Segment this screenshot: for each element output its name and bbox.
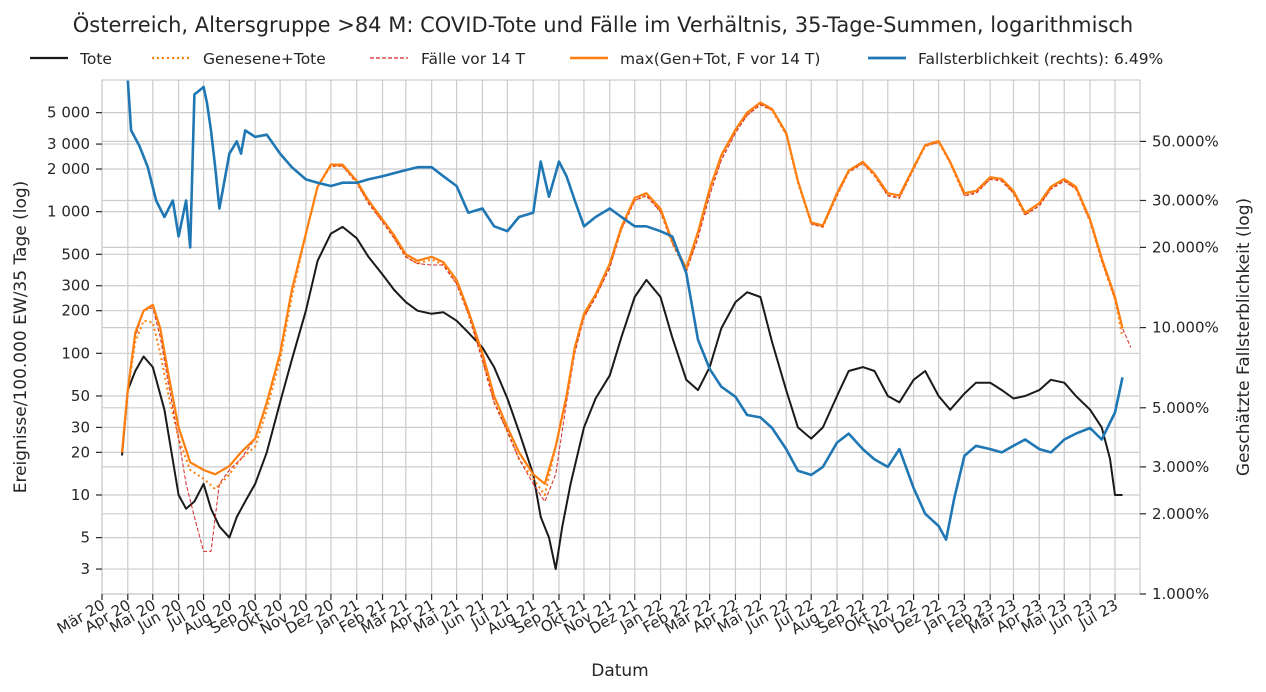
y-tick-label-left: 100 <box>61 344 90 362</box>
legend-item-max: max(Gen+Tot, F vor 14 T) <box>570 50 820 68</box>
y-tick-label-left: 200 <box>61 302 90 320</box>
legend: Tote Genesene+Tote Fälle vor 14 T max(Ge… <box>30 50 1163 68</box>
y-tick-label-left: 500 <box>61 245 90 263</box>
legend-item-fallsterblichkeit: Fallsterblichkeit (rechts): 6.49% <box>868 50 1163 68</box>
y-tick-label-right: 1.000% <box>1152 585 1209 603</box>
y-tick-label-left: 20 <box>71 443 90 461</box>
y-tick-label-left: 50 <box>71 387 90 405</box>
series-max <box>120 101 1124 485</box>
legend-label-faelle-vor-14: Fälle vor 14 T <box>421 50 526 68</box>
y-tick-label-left: 3 <box>80 560 90 578</box>
x-axis-label: Datum <box>591 661 649 681</box>
y-tick-label-left: 5 <box>80 529 90 547</box>
y-tick-label-right: 10.000% <box>1152 319 1219 337</box>
legend-item-genesene-tote: Genesene+Tote <box>152 50 326 68</box>
series-genesene-tote <box>121 103 1124 496</box>
y-tick-label-left: 1 000 <box>47 203 90 221</box>
y-tick-label-left: 3 000 <box>47 135 90 153</box>
legend-item-faelle-vor-14: Fälle vor 14 T <box>370 50 526 68</box>
y-axis-label-left: Ereignisse/100.000 EW/35 Tage (log) <box>11 181 31 494</box>
y-tick-label-left: 300 <box>61 277 90 295</box>
y-axis-left: 3 5 10 20 30 50 100 200 300 500 1 000 2 000 3 000 5 0… <box>47 104 102 578</box>
legend-item-tote: Tote <box>30 50 112 68</box>
series-tote <box>121 225 1123 571</box>
y-tick-label-left: 10 <box>71 486 90 504</box>
y-tick-label-left: 5 000 <box>47 104 90 122</box>
y-tick-label-right: 2.000% <box>1152 505 1209 523</box>
legend-label-genesene-tote: Genesene+Tote <box>203 50 326 68</box>
y-tick-label-right: 30.000% <box>1152 191 1219 209</box>
legend-label-max: max(Gen+Tot, F vor 14 T) <box>620 50 820 68</box>
plot-frame <box>101 79 1141 595</box>
y-tick-label-right: 20.000% <box>1152 238 1219 256</box>
legend-label-tote: Tote <box>79 50 112 68</box>
y-axis-right: 1.000% 2.000% 3.000% 5.000% 10.000% 20.000% 30… <box>1140 132 1219 603</box>
y-axis-label-right: Geschätzte Fallsterblichkeit (log) <box>1234 198 1254 476</box>
y-tick-label-right: 5.000% <box>1152 399 1209 417</box>
legend-label-fallsterblichkeit: Fallsterblichkeit (rechts): 6.49% <box>918 50 1163 68</box>
y-tick-label-right: 3.000% <box>1152 458 1209 476</box>
series-lines <box>120 80 1132 571</box>
y-tick-label-right: 50.000% <box>1152 132 1219 150</box>
series-fallsterblichkeit <box>126 80 1124 541</box>
chart-title: Österreich, Altersgruppe >84 M: COVID-To… <box>73 12 1134 37</box>
y-tick-label-left: 30 <box>71 418 90 436</box>
y-tick-label-left: 2 000 <box>47 160 90 178</box>
